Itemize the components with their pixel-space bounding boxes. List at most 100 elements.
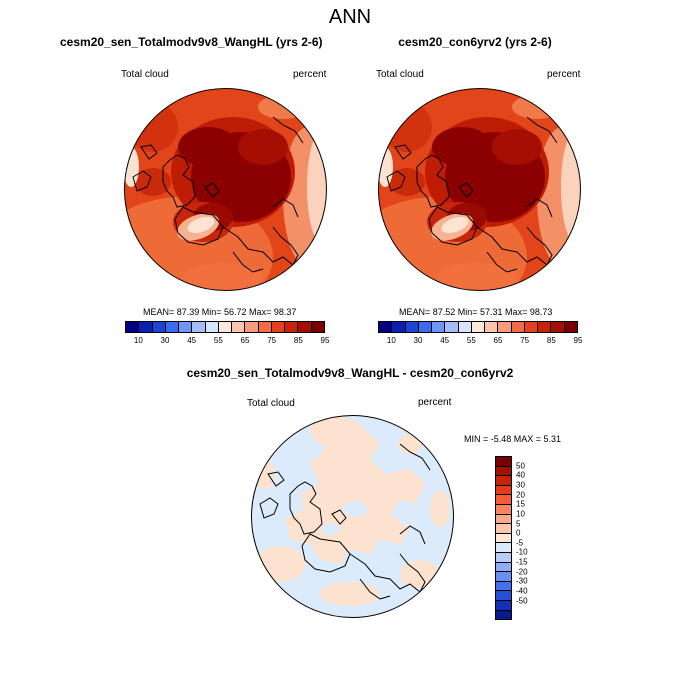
colorbar-swatch (311, 322, 324, 332)
colorbar-tick-label: -30 (516, 576, 528, 586)
colorbar-tick-label: 10 (133, 336, 143, 345)
colorbar-swatch (218, 322, 233, 332)
colorbar-tick-label: 85 (293, 336, 303, 345)
colorbar-tick-label: 50 (516, 461, 525, 471)
colorbar-tick-label: 95 (573, 336, 583, 345)
colorbar-tick-label: 45 (187, 336, 197, 345)
colorbar-swatch (496, 543, 511, 553)
panel-right-units: percent (547, 69, 581, 80)
colorbar-swatch (496, 562, 511, 573)
colorbar-tick-label: -15 (516, 557, 528, 567)
colorbar-swatch (496, 591, 511, 601)
colorbar-swatch (496, 485, 511, 496)
colorbar-swatch (245, 322, 259, 332)
colorbar-tick-label: 10 (516, 509, 525, 519)
colorbar-swatch (524, 322, 539, 332)
colorbar-tick-label: 75 (267, 336, 277, 345)
colorbar-swatch (496, 476, 511, 486)
polar-map-difference (251, 415, 454, 618)
colorbar-tick-label: 30 (516, 480, 525, 490)
colorbar-swatch (496, 572, 511, 582)
colorbar-tick-label: -40 (516, 586, 528, 596)
colorbar-swatch (496, 533, 511, 544)
colorbar-tick-label: 0 (516, 528, 521, 538)
colorbar-swatch (496, 610, 511, 620)
colorbar-swatch (498, 322, 512, 332)
colorbar-right (378, 321, 578, 333)
colorbar-swatch (496, 524, 511, 534)
colorbar-tick-label: 45 (440, 336, 450, 345)
colorbar-left (125, 321, 325, 333)
colorbar-right-labels: 10 30 45 55 65 75 85 95 (378, 336, 583, 348)
colorbar-swatch (496, 514, 511, 525)
colorbar-left-labels: 10 30 45 55 65 75 85 95 (125, 336, 330, 348)
diff-panel-units: percent (418, 397, 452, 408)
colorbar-swatch (379, 322, 393, 332)
colorbar-tick-label: 5 (516, 519, 521, 529)
panel-right-title: cesm20_con6yrv2 (yrs 2-6) (398, 35, 552, 49)
colorbar-swatch (551, 322, 565, 332)
colorbar-swatch (496, 581, 511, 592)
colorbar-swatch (192, 322, 206, 332)
colorbar-swatch (471, 322, 486, 332)
colorbar-swatch (564, 322, 577, 332)
colorbar-swatch (418, 322, 433, 332)
colorbar-swatch (298, 322, 312, 332)
colorbar-swatch (496, 504, 511, 515)
colorbar-swatch (496, 495, 511, 505)
colorbar-tick-label: -20 (516, 567, 528, 577)
colorbar-tick-label: 30 (160, 336, 170, 345)
colorbar-tick-label: 65 (240, 336, 250, 345)
colorbar-swatch (165, 322, 180, 332)
colorbar-tick-label: 95 (320, 336, 330, 345)
panel-left-variable: Total cloud (121, 69, 169, 80)
panel-right-variable: Total cloud (376, 69, 424, 80)
colorbar-tick-label: 85 (546, 336, 556, 345)
colorbar-swatch (152, 322, 166, 332)
colorbar-tick-label: 75 (520, 336, 530, 345)
colorbar-swatch (445, 322, 459, 332)
colorbar-swatch (511, 322, 525, 332)
colorbar-swatch (271, 322, 286, 332)
colorbar-swatch (458, 322, 472, 332)
colorbar-swatch (126, 322, 140, 332)
diff-panel-variable: Total cloud (247, 398, 295, 409)
colorbar-tick-label: 55 (213, 336, 223, 345)
colorbar-swatch (232, 322, 246, 332)
colorbar-tick-label: 65 (493, 336, 503, 345)
colorbar-swatch (392, 322, 406, 332)
colorbar-tick-label: -5 (516, 538, 524, 548)
colorbar-swatch (139, 322, 153, 332)
colorbar-tick-label: 15 (516, 499, 525, 509)
colorbar-swatch (496, 600, 511, 611)
colorbar-swatch (538, 322, 552, 332)
panel-left-stats: MEAN= 87.39 Min= 56.72 Max= 98.37 (143, 307, 297, 317)
colorbar-tick-label: 20 (516, 490, 525, 500)
main-title: ANN (328, 6, 372, 28)
colorbar-swatch (485, 322, 499, 332)
colorbar-swatch (205, 322, 219, 332)
colorbar-swatch (285, 322, 299, 332)
panel-right-stats: MEAN= 87.52 Min= 57.31 Max= 98.73 (399, 307, 553, 317)
colorbar-tick-label: 40 (516, 470, 525, 480)
diff-panel-title: cesm20_sen_Totalmodv9v8_WangHL - cesm20_… (186, 366, 514, 380)
colorbar-tick-label: 55 (466, 336, 476, 345)
colorbar-difference-labels: 50 40 30 20 15 10 5 0 -5 -10 -15 -20 -30 -40 -50 (516, 456, 546, 620)
colorbar-swatch (496, 552, 511, 563)
polar-map-left (124, 88, 327, 291)
diff-panel-minmax: MIN = -5.48 MAX = 5.31 (464, 434, 562, 444)
colorbar-swatch (405, 322, 419, 332)
colorbar-tick-label: 10 (386, 336, 396, 345)
colorbar-swatch (258, 322, 272, 332)
colorbar-tick-label: 30 (413, 336, 423, 345)
colorbar-swatch (496, 457, 511, 467)
panel-left-title: cesm20_sen_Totalmodv9v8_WangHL (yrs 2-6) (60, 35, 323, 49)
panel-left-units: percent (293, 69, 327, 80)
colorbar-swatch (179, 322, 193, 332)
colorbar-swatch (432, 322, 446, 332)
polar-map-right (378, 88, 581, 291)
colorbar-difference (495, 456, 512, 620)
colorbar-tick-label: -10 (516, 547, 528, 557)
colorbar-swatch (496, 466, 511, 477)
colorbar-tick-label: -50 (516, 596, 528, 606)
